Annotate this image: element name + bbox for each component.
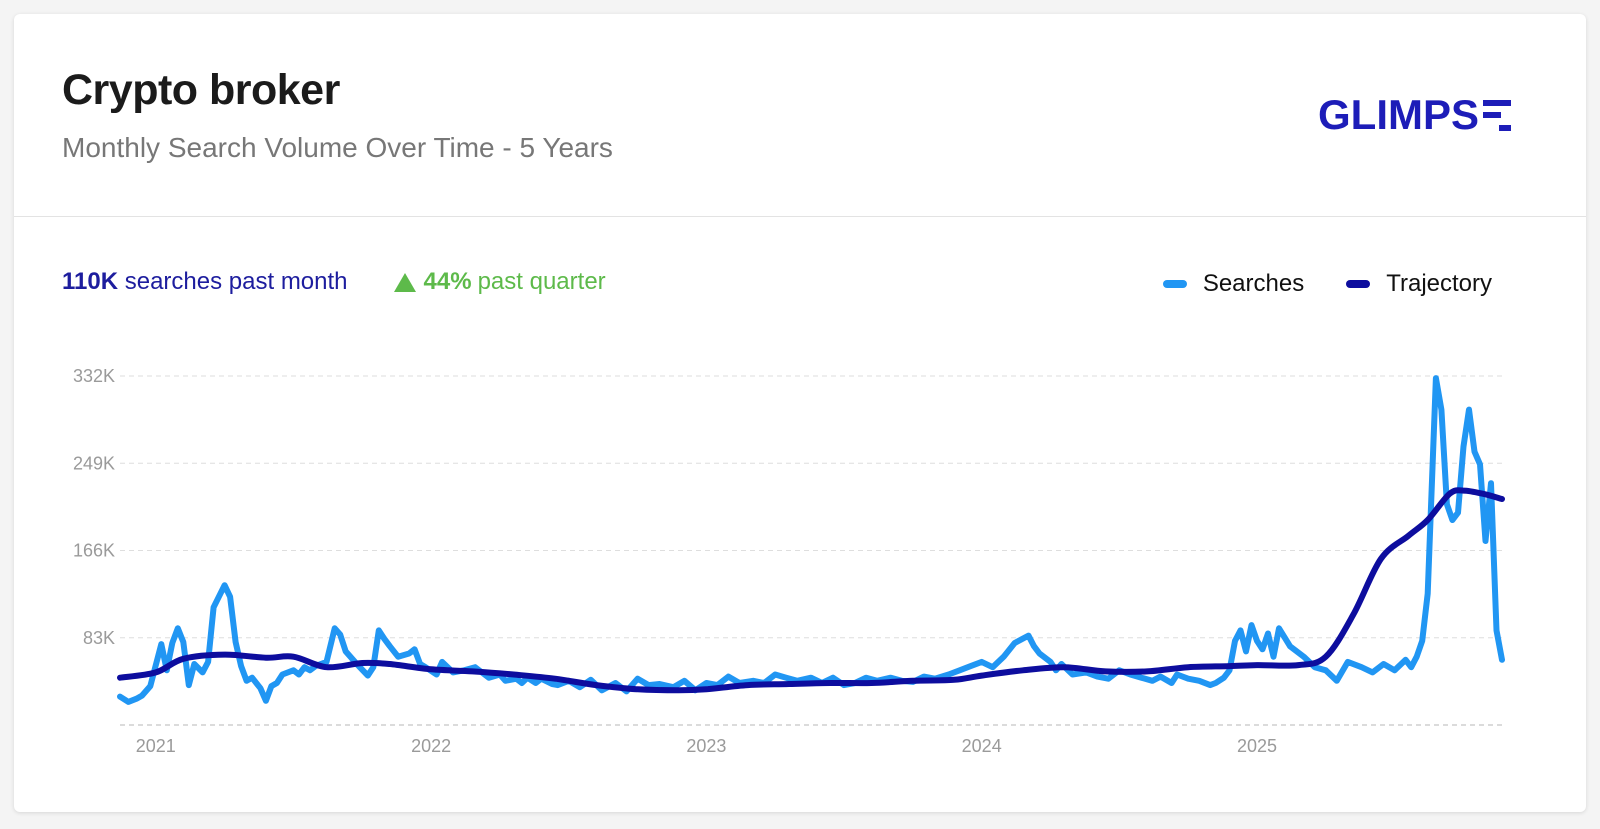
monthly-searches-stat: 110K searches past month	[62, 268, 348, 296]
logo-text: GLIMPS	[1318, 91, 1480, 138]
quarter-growth-label: past quarter	[477, 268, 606, 295]
y-tick-label: 166K	[73, 541, 115, 561]
search-volume-chart: 332K 249K 166K 83K 2021 2022 2023 2024 2025	[73, 366, 1505, 756]
monthly-searches-label: searches past month	[124, 268, 348, 295]
up-triangle-icon	[393, 272, 416, 292]
legend-item-trajectory[interactable]: Trajectory	[1346, 270, 1492, 298]
x-tick-label: 2021	[136, 736, 176, 756]
legend-item-searches[interactable]: Searches	[1162, 270, 1305, 298]
glimpse-logo[interactable]: GLIMPS	[1318, 90, 1512, 140]
legend-label-searches: Searches	[1202, 270, 1305, 297]
x-tick-label: 2023	[686, 736, 726, 756]
chart-legend: Searches Trajectory	[1121, 270, 1492, 298]
page-subtitle: Monthly Search Volume Over Time - 5 Year…	[62, 132, 613, 163]
monthly-searches-value: 110K	[62, 268, 119, 295]
legend-swatch-searches	[1162, 280, 1187, 288]
x-tick-label: 2025	[1237, 736, 1277, 756]
series-line-searches	[117, 375, 1505, 705]
summary-stats: 110K searches past month 44% past quarte…	[62, 268, 606, 296]
x-tick-label: 2022	[411, 736, 451, 756]
legend-label-trajectory: Trajectory	[1386, 270, 1492, 297]
y-tick-label: 332K	[73, 366, 115, 386]
quarter-growth-stat: 44% past quarter	[393, 268, 606, 296]
page-title: Crypto broker	[62, 66, 340, 114]
chart-card: Crypto broker Monthly Search Volume Over…	[14, 14, 1586, 812]
legend-swatch-trajectory	[1346, 280, 1371, 288]
x-tick-label: 2024	[962, 736, 1002, 756]
y-tick-label: 249K	[73, 453, 115, 473]
logo-mark-icon	[1483, 99, 1512, 131]
card-header: Crypto broker Monthly Search Volume Over…	[14, 14, 1586, 217]
y-tick-label: 83K	[83, 628, 115, 648]
series-line-trajectory	[117, 487, 1505, 694]
quarter-growth-value: 44%	[423, 268, 472, 295]
